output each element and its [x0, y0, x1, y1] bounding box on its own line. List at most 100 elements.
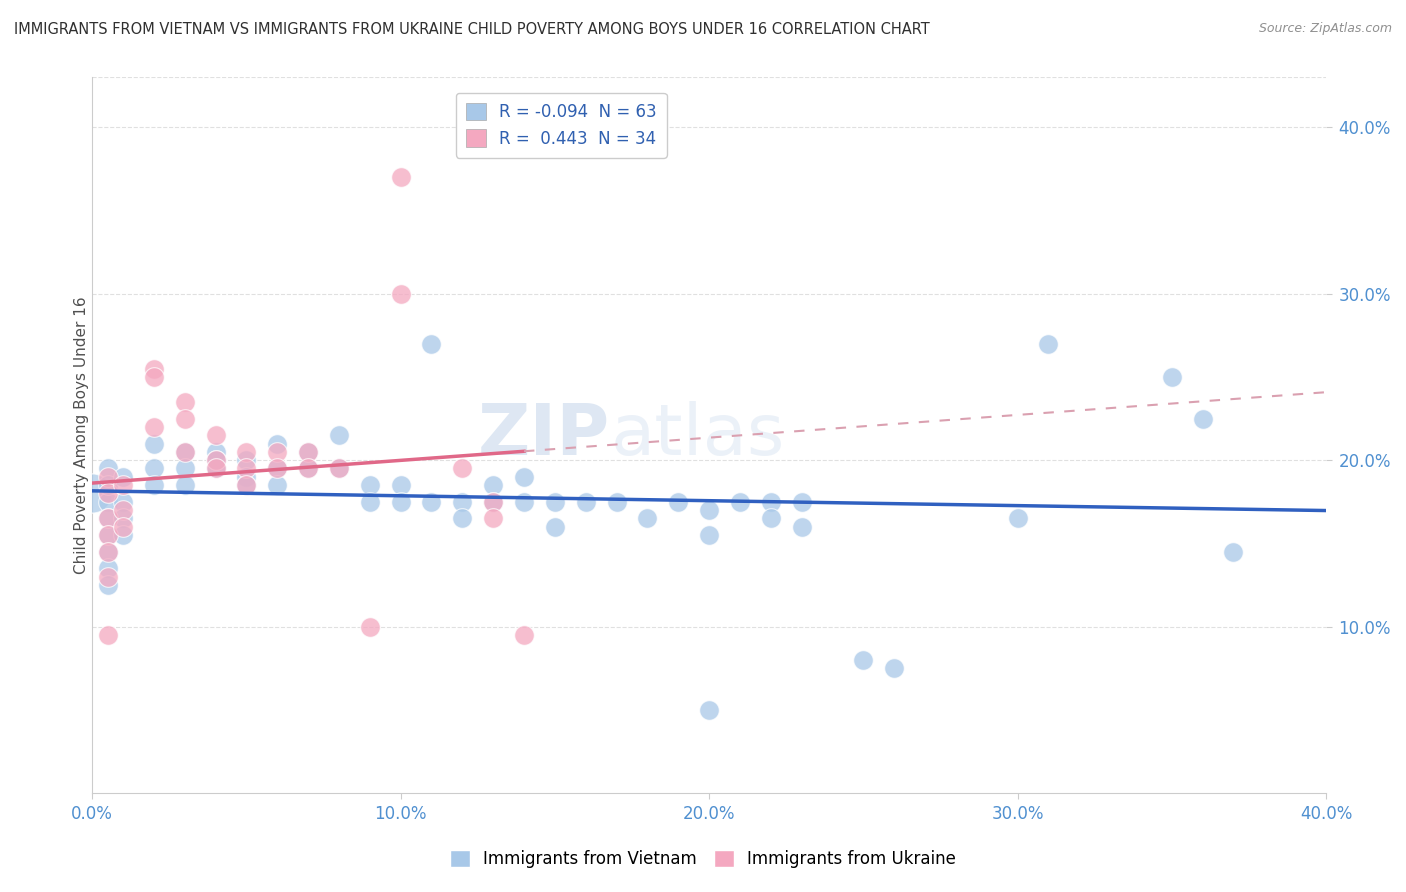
Point [97, 528, 120, 542]
Point [111, 478, 134, 492]
Point [1222, 544, 1244, 558]
Text: IMMIGRANTS FROM VIETNAM VS IMMIGRANTS FROM UKRAINE CHILD POVERTY AMONG BOYS UNDE: IMMIGRANTS FROM VIETNAM VS IMMIGRANTS FR… [14, 22, 929, 37]
Point [328, 461, 350, 475]
Point [235, 461, 257, 475]
Point [97, 628, 120, 642]
Point [790, 495, 813, 509]
Point [606, 495, 628, 509]
Point [297, 445, 319, 459]
Point [97, 495, 120, 509]
Point [575, 495, 598, 509]
Point [97, 561, 120, 575]
Point [420, 336, 443, 351]
Point [852, 653, 875, 667]
Legend: Immigrants from Vietnam, Immigrants from Ukraine: Immigrants from Vietnam, Immigrants from… [443, 843, 963, 875]
Point [204, 445, 226, 459]
Point [235, 470, 257, 484]
Point [173, 445, 195, 459]
Text: Source: ZipAtlas.com: Source: ZipAtlas.com [1258, 22, 1392, 36]
Point [1191, 411, 1213, 425]
Point [1007, 511, 1029, 525]
Point [173, 478, 195, 492]
Point [359, 478, 381, 492]
Point [359, 619, 381, 633]
Point [97, 544, 120, 558]
Point [204, 453, 226, 467]
Point [759, 495, 782, 509]
Point [235, 453, 257, 467]
Point [204, 428, 226, 442]
Point [297, 461, 319, 475]
Point [97, 511, 120, 525]
Point [173, 411, 195, 425]
Point [97, 478, 120, 492]
Point [97, 511, 120, 525]
Point [666, 495, 689, 509]
Point [1038, 336, 1060, 351]
Point [697, 503, 720, 517]
Point [883, 661, 905, 675]
Point [697, 703, 720, 717]
Point [1160, 370, 1182, 384]
Point [297, 461, 319, 475]
Point [173, 461, 195, 475]
Point [513, 628, 536, 642]
Point [142, 461, 165, 475]
Point [142, 436, 165, 450]
Point [544, 520, 567, 534]
Point [235, 478, 257, 492]
Point [451, 511, 474, 525]
Point [328, 428, 350, 442]
Point [97, 486, 120, 500]
Legend: R = -0.094  N = 63, R =  0.443  N = 34: R = -0.094 N = 63, R = 0.443 N = 34 [456, 93, 666, 158]
Point [97, 544, 120, 558]
Point [389, 495, 412, 509]
Point [636, 511, 658, 525]
Point [544, 495, 567, 509]
Point [173, 395, 195, 409]
Point [111, 520, 134, 534]
Point [790, 520, 813, 534]
Point [728, 495, 751, 509]
Point [204, 453, 226, 467]
Point [451, 461, 474, 475]
Point [266, 445, 288, 459]
Point [173, 445, 195, 459]
Point [97, 461, 120, 475]
Point [266, 461, 288, 475]
Point [142, 361, 165, 376]
Text: ZIP: ZIP [478, 401, 610, 470]
Point [759, 511, 782, 525]
Point [451, 495, 474, 509]
Point [111, 503, 134, 517]
Point [389, 478, 412, 492]
Point [513, 470, 536, 484]
Point [142, 370, 165, 384]
Point [204, 461, 226, 475]
Point [389, 170, 412, 185]
Point [482, 495, 505, 509]
Point [328, 461, 350, 475]
Point [359, 495, 381, 509]
Point [297, 445, 319, 459]
Point [266, 461, 288, 475]
Y-axis label: Child Poverty Among Boys Under 16: Child Poverty Among Boys Under 16 [73, 296, 89, 574]
Point [389, 286, 412, 301]
Point [420, 495, 443, 509]
Text: atlas: atlas [610, 401, 785, 470]
Point [235, 445, 257, 459]
Point [482, 478, 505, 492]
Point [482, 511, 505, 525]
Point [482, 495, 505, 509]
Point [142, 478, 165, 492]
Point [82, 486, 104, 500]
Point [111, 511, 134, 525]
Point [266, 436, 288, 450]
Point [97, 470, 120, 484]
Point [513, 495, 536, 509]
Point [111, 528, 134, 542]
Point [97, 578, 120, 592]
Point [142, 420, 165, 434]
Point [204, 461, 226, 475]
Point [266, 478, 288, 492]
